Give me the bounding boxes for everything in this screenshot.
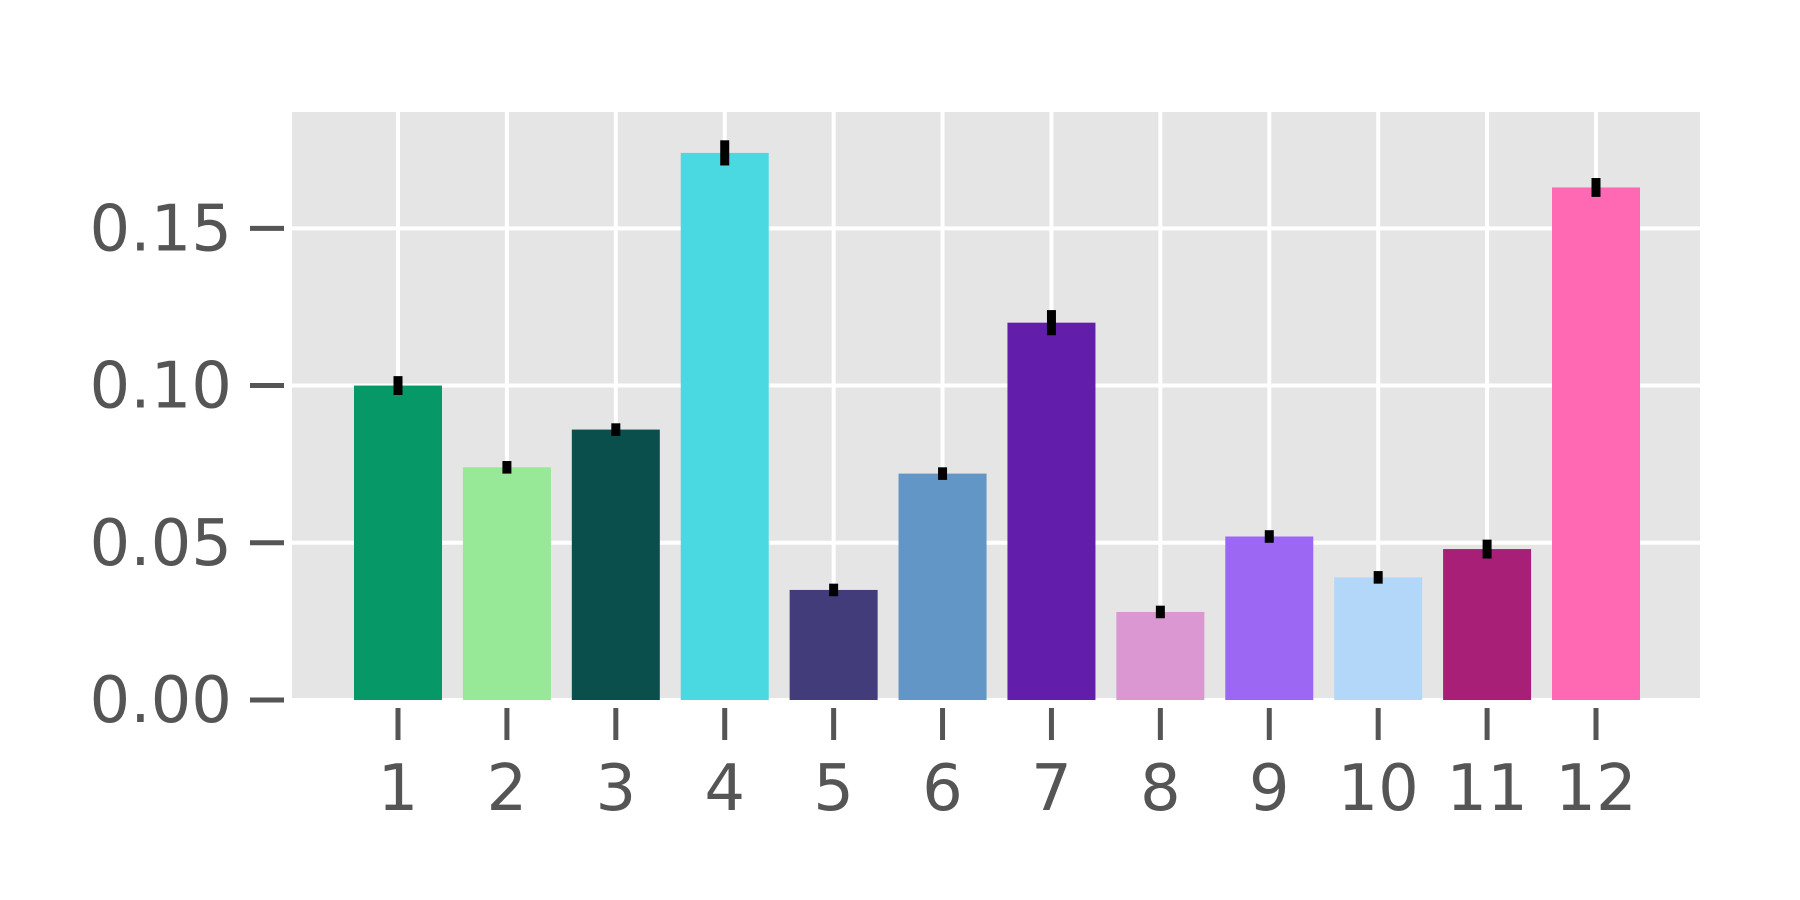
x-tick-label: 11 (1446, 752, 1527, 826)
x-tick-label: 9 (1249, 752, 1290, 826)
y-tick-label: 0.10 (90, 350, 233, 424)
x-tick-label: 3 (595, 752, 636, 826)
x-tick-label: 8 (1140, 752, 1181, 826)
bar-1 (354, 385, 442, 700)
y-axis: 0.00 0.05 0.10 0.15 (90, 192, 284, 738)
x-tick-label: 12 (1555, 752, 1636, 826)
bar-12 (1552, 187, 1640, 701)
y-tick-label: 0.00 (90, 664, 233, 738)
x-tick-label: 5 (813, 752, 854, 826)
x-axis: 1 2 3 4 5 6 7 8 9 10 11 12 (378, 708, 1637, 826)
bar-11 (1443, 549, 1532, 700)
x-tick-label: 1 (378, 752, 419, 826)
bar-9 (1225, 536, 1314, 700)
bar-3 (571, 429, 660, 700)
x-tick-label: 6 (922, 752, 963, 826)
x-tick-label: 4 (704, 752, 745, 826)
bars (354, 152, 1640, 701)
x-tick-label: 10 (1337, 752, 1418, 826)
bar-2 (462, 467, 551, 700)
bar-8 (1116, 611, 1205, 700)
bar-5 (789, 589, 878, 700)
x-tick-label: 7 (1031, 752, 1072, 826)
bar-7 (1007, 322, 1096, 700)
y-tick-label: 0.05 (90, 507, 233, 581)
y-tick-label: 0.15 (90, 192, 233, 266)
bar-10 (1334, 577, 1423, 700)
bar-6 (898, 473, 987, 700)
bar-4 (680, 152, 769, 700)
error-bars (393, 140, 1601, 619)
x-tick-label: 2 (487, 752, 528, 826)
